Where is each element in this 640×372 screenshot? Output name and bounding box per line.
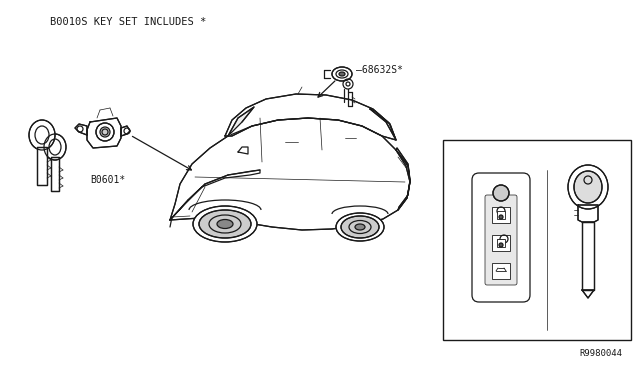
Ellipse shape: [499, 243, 503, 247]
Polygon shape: [370, 109, 396, 140]
Ellipse shape: [339, 72, 345, 76]
Ellipse shape: [568, 165, 608, 209]
Polygon shape: [37, 147, 47, 185]
Text: FOR INTELLIGENCE KEY: FOR INTELLIGENCE KEY: [483, 319, 591, 328]
FancyBboxPatch shape: [472, 173, 530, 302]
Polygon shape: [238, 147, 248, 154]
Polygon shape: [87, 118, 121, 148]
Ellipse shape: [217, 219, 233, 228]
Ellipse shape: [499, 215, 503, 219]
Ellipse shape: [341, 216, 379, 238]
Ellipse shape: [193, 206, 257, 242]
Bar: [492, 235, 510, 251]
Bar: [497, 211, 505, 219]
Bar: [492, 263, 510, 279]
Ellipse shape: [29, 120, 55, 150]
Ellipse shape: [96, 123, 114, 141]
Bar: [497, 239, 505, 247]
FancyBboxPatch shape: [485, 195, 517, 285]
Text: SEC.253
( 285E3): SEC.253 ( 285E3): [456, 145, 499, 165]
Polygon shape: [121, 126, 130, 136]
Ellipse shape: [332, 67, 352, 81]
Polygon shape: [228, 107, 254, 136]
Polygon shape: [582, 290, 594, 298]
Text: —68632S*: —68632S*: [356, 65, 403, 75]
Ellipse shape: [355, 224, 365, 230]
Text: B0010S KEY SET INCLUDES *: B0010S KEY SET INCLUDES *: [50, 17, 206, 27]
Text: B0600N: B0600N: [572, 145, 604, 154]
Ellipse shape: [336, 213, 384, 241]
Ellipse shape: [44, 134, 66, 160]
Text: B0601*: B0601*: [90, 175, 125, 185]
Ellipse shape: [346, 82, 350, 86]
Ellipse shape: [199, 210, 251, 238]
Ellipse shape: [100, 127, 110, 137]
Polygon shape: [170, 118, 410, 230]
Polygon shape: [75, 124, 87, 135]
Ellipse shape: [493, 185, 509, 201]
Polygon shape: [170, 170, 260, 220]
Ellipse shape: [574, 171, 602, 203]
Polygon shape: [578, 205, 598, 222]
Polygon shape: [582, 222, 594, 290]
Polygon shape: [396, 148, 410, 210]
Polygon shape: [225, 94, 396, 140]
Bar: [443, 140, 631, 340]
Text: R9980044: R9980044: [579, 349, 622, 358]
Bar: [492, 207, 510, 223]
Polygon shape: [51, 157, 59, 191]
